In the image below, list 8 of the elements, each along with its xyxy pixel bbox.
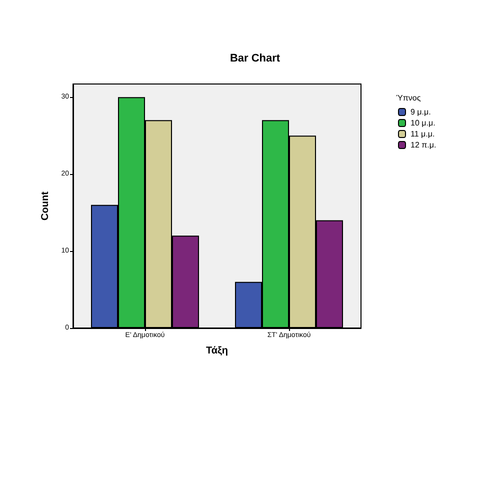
chart-title: Bar Chart xyxy=(230,52,280,64)
legend-label: 9 μ.μ. xyxy=(410,108,431,116)
y-axis-title: Count xyxy=(40,190,51,220)
legend-label: 10 μ.μ. xyxy=(410,118,436,128)
x-axis-title: Τάξη xyxy=(206,346,228,356)
legend-label: 12 π.μ. xyxy=(410,140,436,150)
legend-title: Ύπνος xyxy=(396,94,421,102)
legend-label: 11 μ.μ. xyxy=(410,130,435,138)
